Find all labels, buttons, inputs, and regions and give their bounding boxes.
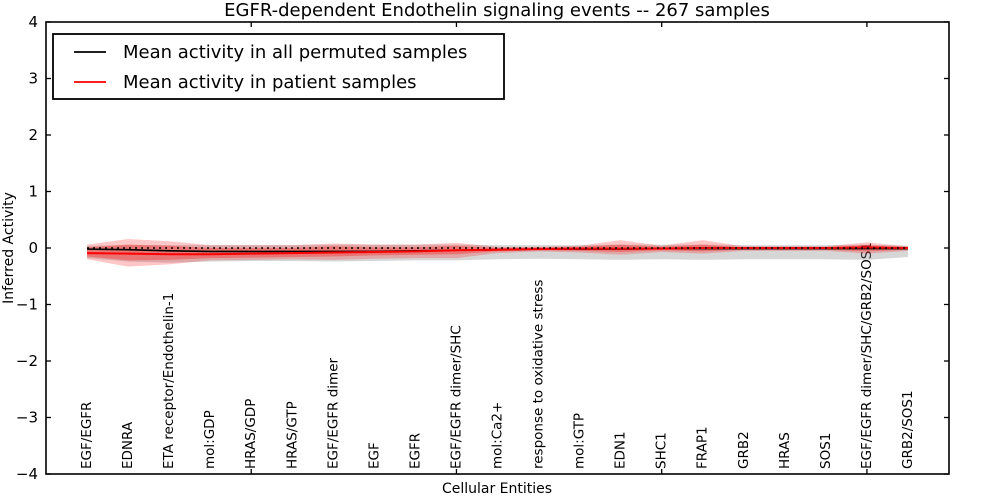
y-tick-label: 1	[28, 183, 38, 201]
y-tick-label: −1	[16, 296, 38, 314]
x-category-label: EGF/EGFR dimer/SHC	[448, 325, 464, 469]
chart-title: EGFR-dependent Endothelin signaling even…	[224, 0, 770, 21]
x-category-label: EGF	[366, 442, 382, 469]
legend-label-permuted: Mean activity in all permuted samples	[123, 42, 467, 63]
x-category-label: EGF/EGFR	[79, 402, 95, 469]
x-category-label: HRAS	[777, 432, 793, 469]
x-category-label: mol:GDP	[202, 410, 218, 469]
y-tick-label: −3	[16, 409, 38, 427]
series-lines	[87, 246, 908, 256]
x-category-label: SHC1	[654, 432, 670, 469]
x-category-label: EGFR	[407, 433, 423, 469]
x-category-label: EDN1	[613, 431, 629, 469]
legend: Mean activity in all permuted samples Me…	[52, 33, 505, 100]
x-category-label: SOS1	[818, 433, 834, 469]
axis-ticks	[46, 21, 949, 475]
legend-label-patient: Mean activity in patient samples	[123, 72, 417, 93]
x-category-label: mol:GTP	[572, 413, 588, 469]
x-category-label: GRB2	[736, 431, 752, 469]
x-category-label: HRAS/GTP	[284, 401, 300, 469]
y-tick-label: 0	[28, 239, 38, 257]
x-category-label: EGF/EGFR dimer/SHC/GRB2/SOS1	[859, 242, 875, 469]
patient-sample-range-outer-band	[87, 238, 908, 267]
x-category-label: EGF/EGFR dimer	[325, 357, 341, 469]
x-category-label: EDNRA	[120, 421, 136, 469]
x-category-label: response to oxidative stress	[531, 280, 547, 469]
x-category-label: ETA receptor/Endothelin-1	[161, 293, 177, 469]
band-fills	[87, 238, 908, 267]
legend-box	[52, 33, 505, 100]
y-tick-label: −4	[16, 465, 38, 483]
y-tick-label: −2	[16, 352, 38, 370]
x-category-label: HRAS/GDP	[243, 399, 259, 469]
x-category-label: mol:Ca2+	[490, 402, 506, 469]
x-category-label: GRB2/SOS1	[900, 390, 916, 469]
y-tick-label: 4	[28, 13, 38, 31]
x-category-label: FRAP1	[695, 426, 711, 469]
y-tick-label: 3	[28, 70, 38, 88]
x-axis-label: Cellular Entities	[442, 481, 552, 497]
y-tick-labels: 4 3 2 1 0 −1 −2 −3 −4	[16, 13, 38, 483]
y-tick-label: 2	[28, 126, 38, 144]
y-axis-label: Inferred Activity	[1, 192, 17, 304]
x-category-labels: EGF/EGFR EDNRA ETA receptor/Endothelin-1 mo…	[79, 242, 916, 469]
